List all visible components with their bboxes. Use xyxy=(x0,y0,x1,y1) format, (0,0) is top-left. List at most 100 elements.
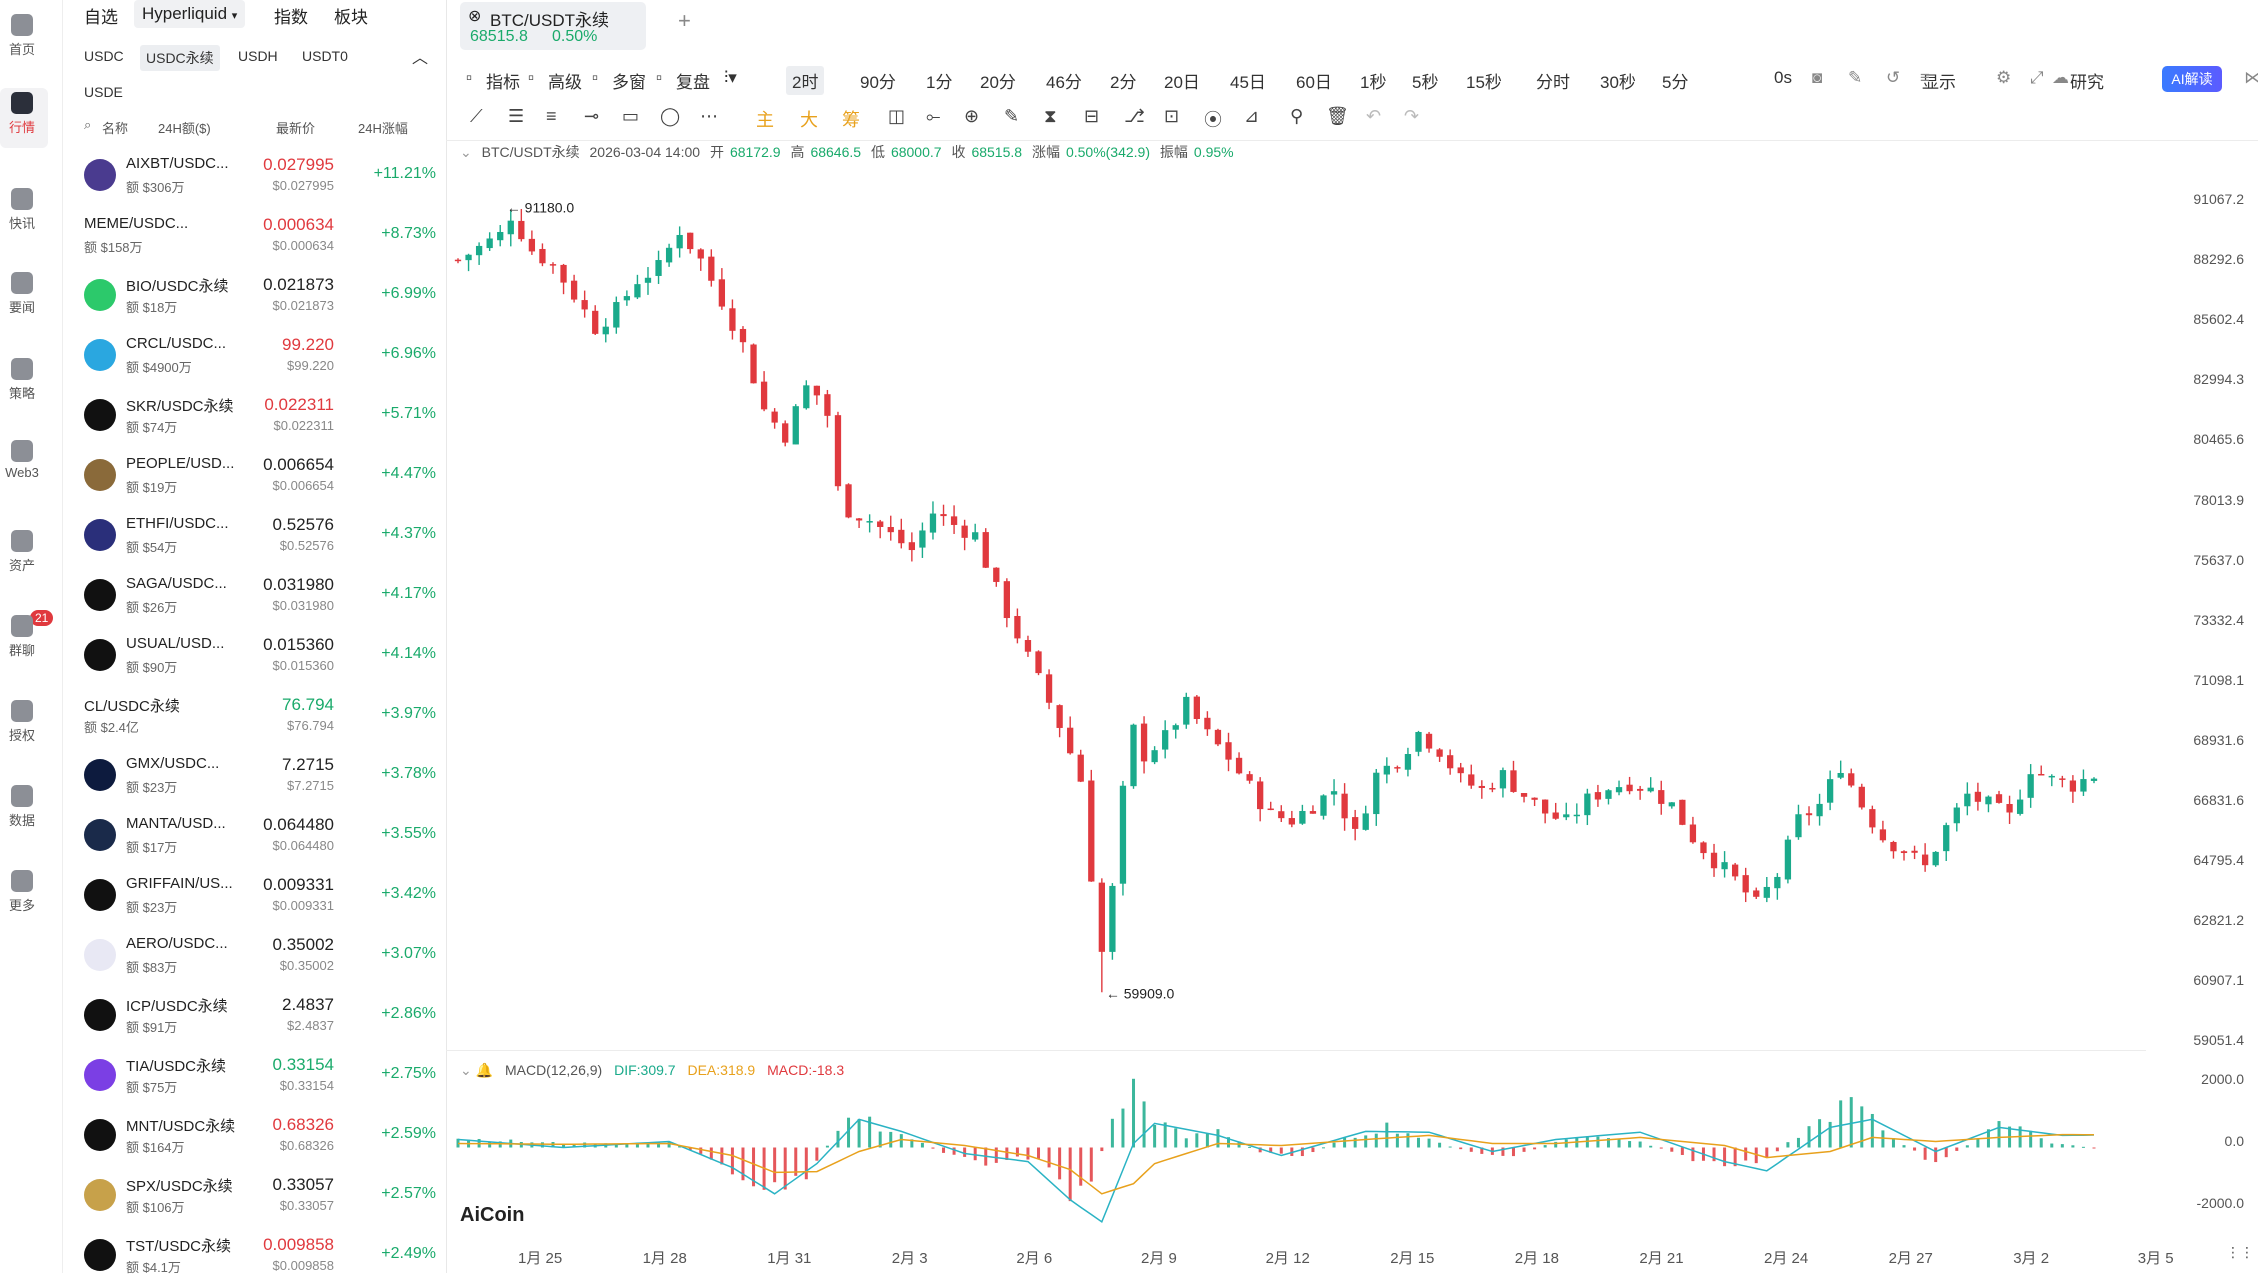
subtab-usdh[interactable]: USDH xyxy=(238,48,278,64)
large-orders-toggle[interactable]: 大 xyxy=(800,110,818,130)
market-row[interactable]: ETHFI/USDC... 额 $54万 0.52576 $0.52576 +4.37% xyxy=(62,507,446,567)
kline-chart[interactable]: ← 91180.0 ← 59909.0 xyxy=(446,150,2258,1273)
market-row[interactable]: GMX/USDC... 额 $23万 7.2715 $7.2715 +3.78% xyxy=(62,747,446,807)
market-row[interactable]: PEOPLE/USD... 额 $19万 0.006654 $0.006654 +4.4… xyxy=(62,447,446,507)
interval-2[interactable]: 1分 xyxy=(926,73,953,92)
tab-sectors[interactable]: 板块 xyxy=(334,8,368,27)
market-row[interactable]: TST/USDC永续额 $4.1万 0.009858 $0.009858 +2.49% xyxy=(62,1227,446,1287)
brush-tool-icon[interactable]: ⊟ xyxy=(1084,106,1100,126)
pencil-icon[interactable]: ✎ xyxy=(1848,68,1863,87)
market-row[interactable]: CL/USDC永续额 $2.4亿 76.794 $76.794 +3.97% xyxy=(62,687,446,747)
toolbar-indicator-button[interactable]: 指标 xyxy=(486,73,520,92)
interval-13[interactable]: 30秒 xyxy=(1600,73,1636,92)
ray-tool-icon[interactable]: ⊸ xyxy=(584,106,600,126)
undo-icon[interactable]: ↺ xyxy=(1886,68,1901,87)
nav-item-bar-chart[interactable]: 行情 xyxy=(0,92,44,136)
col-change[interactable]: 24H涨幅 xyxy=(358,121,408,136)
text-tool-icon[interactable]: ⊕ xyxy=(964,106,980,126)
interval-11[interactable]: 15秒 xyxy=(1466,73,1502,92)
market-row[interactable]: MANTA/USD... 额 $17万 0.064480 $0.064480 +3.55… xyxy=(62,807,446,867)
share-icon[interactable]: ⋈ xyxy=(2244,68,2258,87)
camera-icon[interactable]: ◙ xyxy=(1812,68,1823,87)
chart-type-icon[interactable]: ⫶▾ xyxy=(724,68,737,87)
subtab-usde[interactable]: USDE xyxy=(84,84,123,100)
nav-item-wallet[interactable]: 资产 xyxy=(0,530,44,574)
interval-selected[interactable]: 2时 xyxy=(786,66,825,95)
parallel-lines-tool-icon[interactable]: ☰ xyxy=(508,106,525,126)
pattern-tool-icon[interactable]: ⟜ xyxy=(926,106,941,126)
collapse-chevron-icon[interactable]: ︿ xyxy=(412,50,429,67)
interval-1[interactable]: 90分 xyxy=(860,73,896,92)
magnet-tool-icon[interactable]: ⎇ xyxy=(1124,106,1145,126)
rectangle-tool-icon[interactable]: ▭ xyxy=(622,106,640,126)
search-icon[interactable]: ⌕ xyxy=(84,117,92,132)
fib-tool-icon[interactable]: ◫ xyxy=(888,106,906,126)
more-draw-tool-icon[interactable]: ⋯ xyxy=(700,106,718,126)
market-row[interactable]: TIA/USDC永续额 $75万 0.33154 $0.33154 +2.75% xyxy=(62,1047,446,1107)
market-row[interactable]: MNT/USDC永续额 $164万 0.68326 $0.68326 +2.59% xyxy=(62,1107,446,1167)
market-row[interactable]: ICP/USDC永续额 $91万 2.4837 $2.4837 +2.86% xyxy=(62,987,446,1047)
col-price[interactable]: 最新价 xyxy=(276,121,316,136)
settings-icon[interactable]: ⚙ xyxy=(1996,68,2012,87)
subtab-usdc-perp[interactable]: USDC永续 xyxy=(140,45,220,71)
interval-14[interactable]: 5分 xyxy=(1662,73,1689,92)
interval-9[interactable]: 1秒 xyxy=(1360,73,1387,92)
tab-favorites[interactable]: 自选 xyxy=(84,8,118,27)
toolbar-advanced-button[interactable]: 高级 xyxy=(548,73,582,92)
subtab-usdc[interactable]: USDC xyxy=(84,48,124,64)
nav-item-data[interactable]: 数据 xyxy=(0,785,44,829)
market-row[interactable]: MEME/USDC... 额 $158万 0.000634 $0.000634 +8.7… xyxy=(62,207,446,267)
delete-tool-icon[interactable]: 🗑 xyxy=(1326,106,1349,126)
ai-analysis-button[interactable]: AI解读 xyxy=(2162,66,2222,92)
nav-item-flash-news[interactable]: 快讯 xyxy=(0,188,44,232)
countdown-label[interactable]: 0s xyxy=(1774,68,1792,87)
hide-tool-icon[interactable]: ⦿ xyxy=(1204,110,1222,130)
interval-10[interactable]: 5秒 xyxy=(1412,73,1439,92)
chips-toggle[interactable]: 筹 xyxy=(842,110,860,130)
interval-4[interactable]: 46分 xyxy=(1046,73,1082,92)
subtab-usdt0[interactable]: USDT0 xyxy=(302,48,348,64)
nav-item-robot[interactable]: 策略 xyxy=(0,358,44,402)
interval-12[interactable]: 分时 xyxy=(1536,73,1570,92)
axis-menu-icon[interactable]: ⋮⋮ xyxy=(2226,1244,2254,1260)
lock-tool-icon[interactable]: ⊡ xyxy=(1164,106,1180,126)
interval-5[interactable]: 2分 xyxy=(1110,73,1137,92)
horizontal-lines-tool-icon[interactable]: ≡ xyxy=(546,106,557,126)
main-chart-toggle[interactable]: 主 xyxy=(756,110,774,130)
trend-line-tool-icon[interactable]: ⟋ xyxy=(470,106,483,126)
market-row[interactable]: GRIFFAIN/US... 额 $23万 0.009331 $0.009331 +3.… xyxy=(62,867,446,927)
market-row[interactable]: AERO/USDC... 额 $83万 0.35002 $0.35002 +3.07% xyxy=(62,927,446,987)
redo-tool-icon[interactable]: ↷ xyxy=(1404,106,1420,126)
list-icon[interactable]: ≡ xyxy=(1920,68,1930,87)
col-name[interactable]: 名称 xyxy=(102,121,129,136)
nav-item-web3[interactable]: Web3 xyxy=(0,440,44,480)
circle-tool-icon[interactable]: ◯ xyxy=(660,106,681,126)
col-volume[interactable]: 24H额($) xyxy=(158,121,211,136)
add-tab-button[interactable]: + xyxy=(678,8,691,33)
toolbar-replay-button[interactable]: 复盘 xyxy=(676,73,710,92)
ruler-tool-icon[interactable]: ✎ xyxy=(1004,106,1020,126)
cloud-icon[interactable]: ☁ xyxy=(2052,68,2069,87)
interval-8[interactable]: 60日 xyxy=(1296,73,1332,92)
close-icon[interactable]: ⊗ xyxy=(468,8,482,25)
display-button[interactable]: 显示 xyxy=(1922,73,1956,92)
nav-item-chat[interactable]: 群聊 xyxy=(0,615,44,659)
visibility-tool-icon[interactable]: ⊿ xyxy=(1244,106,1260,126)
market-row[interactable]: AIXBT/USDC... 额 $306万 0.027995 $0.027995 +11… xyxy=(62,147,446,207)
market-row[interactable]: USUAL/USD... 额 $90万 0.015360 $0.015360 +4.14… xyxy=(62,627,446,687)
exchange-dropdown[interactable]: Hyperliquid ▾ xyxy=(134,0,246,28)
nav-item-document[interactable]: 要闻 xyxy=(0,272,44,316)
fullscreen-icon[interactable]: ⤢ xyxy=(2030,68,2044,87)
interval-7[interactable]: 45日 xyxy=(1230,73,1266,92)
market-row[interactable]: CRCL/USDC... 额 $4900万 99.220 $99.220 +6.96% xyxy=(62,327,446,387)
interval-3[interactable]: 20分 xyxy=(980,73,1016,92)
market-row[interactable]: BIO/USDC永续额 $18万 0.021873 $0.021873 +6.99% xyxy=(62,267,446,327)
nav-item-aicoin-home[interactable]: 首页 xyxy=(0,14,44,58)
market-row[interactable]: SKR/USDC永续额 $74万 0.022311 $0.022311 +5.71% xyxy=(62,387,446,447)
symbol-tab[interactable]: ⊗ BTC/USDT永续 68515.8 0.50% xyxy=(460,2,646,50)
toolbar-multi-window-button[interactable]: 多窗 xyxy=(612,73,646,92)
bell-icon[interactable]: ⌄ 🔔 xyxy=(460,1062,494,1078)
interval-6[interactable]: 20日 xyxy=(1164,73,1200,92)
nav-item-authorize[interactable]: 授权 xyxy=(0,700,44,744)
zoom-tool-icon[interactable]: ⧗ xyxy=(1044,106,1057,126)
